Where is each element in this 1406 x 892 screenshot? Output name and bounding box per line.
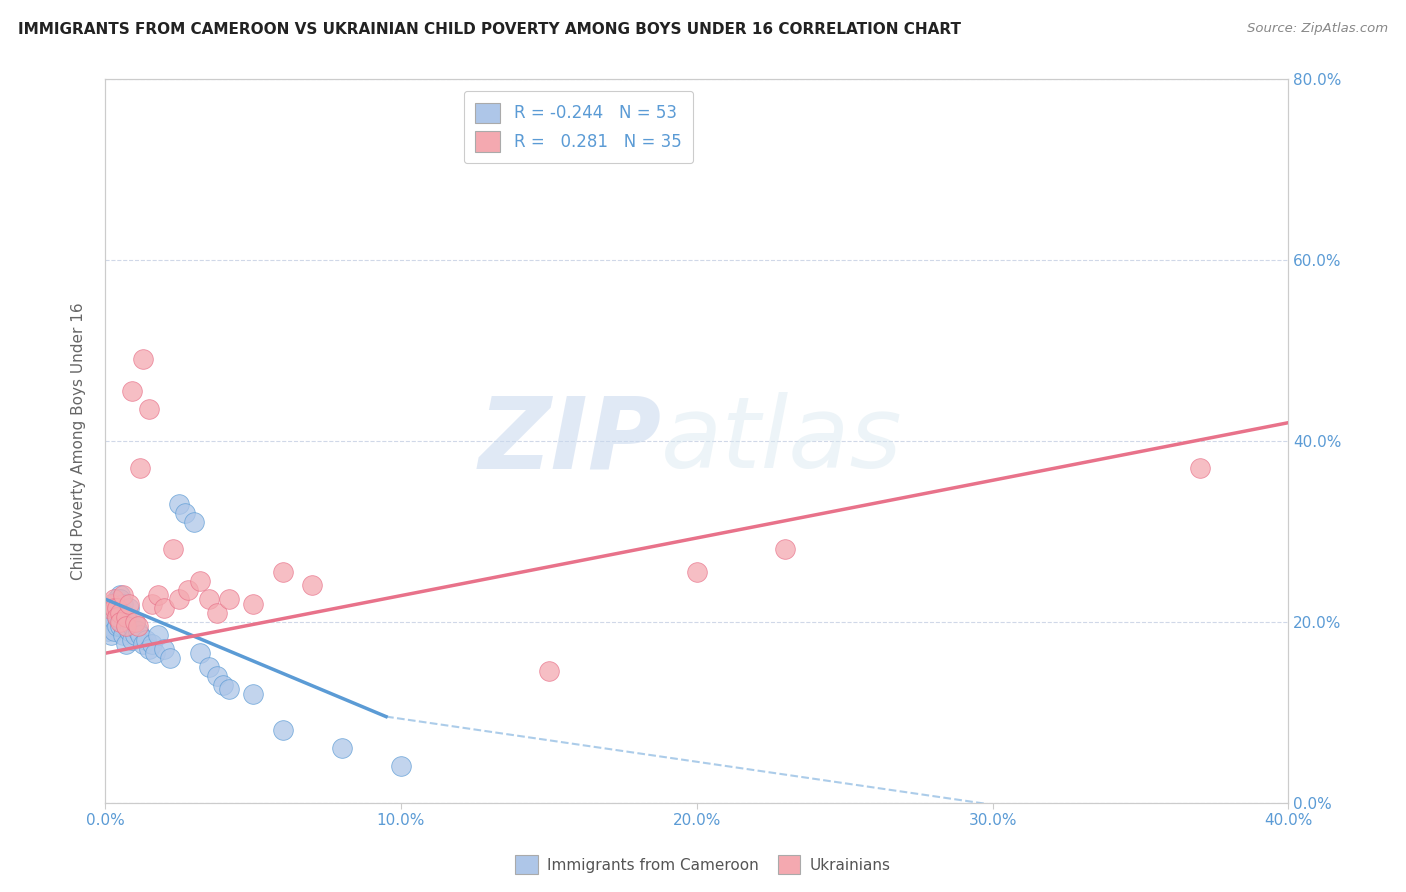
Point [111,606,134,620]
Point [100,606,122,620]
Point [153,601,176,615]
Point [330,741,353,756]
Point [108,619,131,633]
Point [218,592,240,607]
Point [100,628,122,642]
Point [153,641,176,656]
Point [129,461,152,475]
Point [188,574,211,588]
Point [212,678,235,692]
Point [103,624,125,638]
Point [105,601,128,615]
Point [301,578,323,592]
Point [197,592,219,607]
Point [188,646,211,660]
Point [114,619,136,633]
Point [124,628,146,642]
Point [124,615,146,629]
Point [129,628,152,642]
Point [141,637,163,651]
Legend: R = -0.244   N = 53, R =   0.281   N = 35: R = -0.244 N = 53, R = 0.281 N = 35 [464,91,693,163]
Point [242,687,264,701]
Point [108,606,131,620]
Point [121,384,143,398]
Point [114,637,136,651]
Point [97,624,120,638]
Point [103,597,125,611]
Point [103,601,125,615]
Point [108,606,131,620]
Point [97,610,120,624]
Point [118,624,141,638]
Point [389,759,412,773]
Point [127,624,149,638]
Point [105,619,128,633]
Point [118,601,141,615]
Point [132,637,155,651]
Point [118,615,141,629]
Point [141,597,163,611]
Point [242,597,264,611]
Point [1188,461,1211,475]
Point [218,682,240,697]
Point [100,619,122,633]
Point [108,592,131,607]
Legend: Immigrants from Cameroon, Ukrainians: Immigrants from Cameroon, Ukrainians [509,849,897,880]
Point [132,352,155,367]
Point [111,587,134,601]
Text: ZIP: ZIP [478,392,661,489]
Point [114,610,136,624]
Point [105,610,128,624]
Point [167,592,190,607]
Point [177,582,200,597]
Point [111,619,134,633]
Point [108,587,131,601]
Point [97,601,120,615]
Point [159,650,181,665]
Y-axis label: Child Poverty Among Boys Under 16: Child Poverty Among Boys Under 16 [72,301,86,580]
Point [127,619,149,633]
Point [686,565,709,579]
Point [775,542,797,557]
Point [537,665,560,679]
Point [103,592,125,607]
Point [105,601,128,615]
Point [108,615,131,629]
Point [197,660,219,674]
Point [138,641,160,656]
Point [114,619,136,633]
Point [167,497,190,511]
Point [207,606,229,620]
Text: IMMIGRANTS FROM CAMEROON VS UKRAINIAN CHILD POVERTY AMONG BOYS UNDER 16 CORRELAT: IMMIGRANTS FROM CAMEROON VS UKRAINIAN CH… [18,22,962,37]
Point [105,592,128,607]
Text: Source: ZipAtlas.com: Source: ZipAtlas.com [1247,22,1388,36]
Point [118,597,141,611]
Point [121,619,143,633]
Point [114,610,136,624]
Point [271,723,294,738]
Point [111,597,134,611]
Point [183,515,205,529]
Point [173,506,195,520]
Point [111,628,134,642]
Point [138,402,160,417]
Point [148,587,170,601]
Point [100,597,122,611]
Point [121,632,143,647]
Point [148,628,170,642]
Point [105,610,128,624]
Point [103,601,125,615]
Point [271,565,294,579]
Point [103,615,125,629]
Point [124,615,146,629]
Text: atlas: atlas [661,392,903,489]
Point [162,542,184,557]
Point [135,632,157,647]
Point [143,646,166,660]
Point [207,669,229,683]
